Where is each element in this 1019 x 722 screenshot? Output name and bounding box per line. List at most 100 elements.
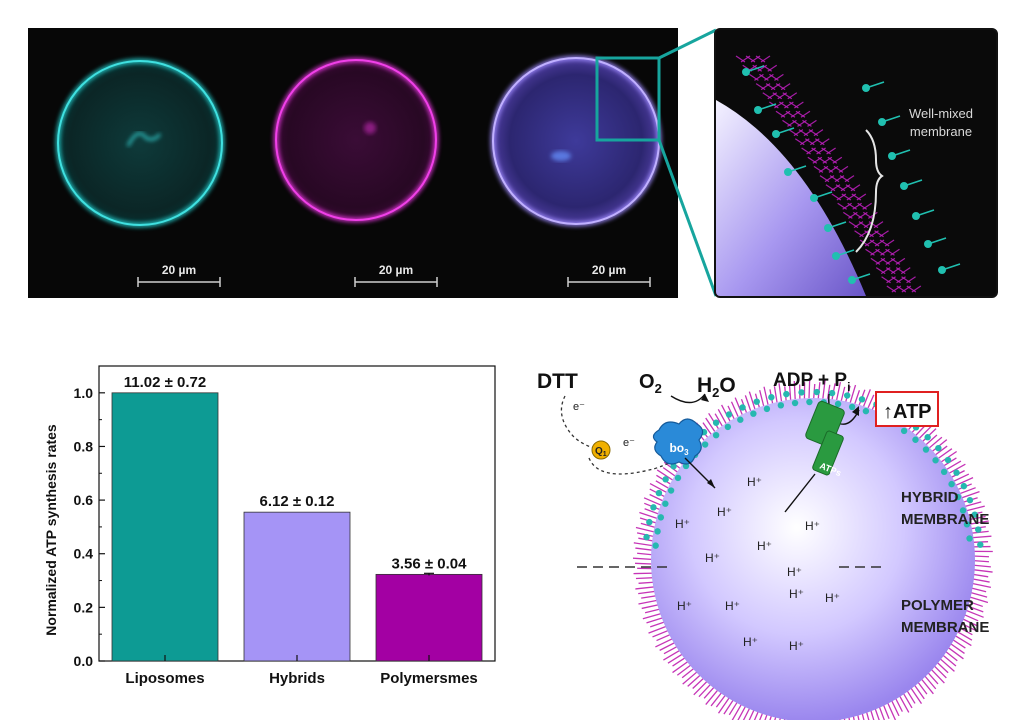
atp-arrowhead	[852, 406, 859, 416]
polymer-strand	[906, 285, 917, 293]
zoom-box	[595, 56, 661, 142]
lipid-head	[810, 194, 818, 202]
x-tick-label: Liposomes	[125, 670, 204, 687]
polymer-strand	[760, 83, 771, 91]
scale-label: 20 µm	[592, 263, 626, 277]
bo3-enzyme-icon: bo3	[652, 418, 704, 465]
electron-path-1	[560, 395, 602, 451]
polymer-strand	[848, 221, 859, 229]
micrograph-svg: 20 µm 20 µm 20 µm	[55, 55, 662, 287]
polymer-strand	[830, 184, 841, 192]
inset-label-2: membrane	[910, 124, 972, 139]
polymer-strand	[868, 211, 878, 219]
electron-label-2: e⁻	[623, 437, 635, 449]
polymer-strand	[787, 119, 797, 127]
lipid-bead	[768, 394, 775, 401]
polymer-strand	[886, 276, 896, 284]
polymer-strand	[775, 110, 786, 118]
lipid-bead	[763, 405, 771, 413]
polymer-strand	[862, 202, 872, 210]
polymer-strand	[836, 193, 847, 201]
polymer-strand	[850, 184, 861, 192]
polymer-strand	[811, 147, 821, 155]
polymer-strand	[821, 147, 831, 155]
chart-marks: 0.0 0.2 0.4 0.6 0.8 1.0 11.02 ± 0.72 Liposomes 6…	[74, 365, 496, 687]
polymer-strand	[879, 230, 889, 238]
polymer-strand	[832, 156, 843, 164]
polymer-strand	[865, 248, 875, 256]
polymer-strand	[869, 239, 880, 247]
data-label: 3.56 ± 0.04	[392, 555, 468, 572]
y-tick-label: 0.8	[74, 438, 94, 454]
polymer-strand	[847, 202, 857, 210]
polymer-strand	[806, 147, 816, 155]
lipid-head	[824, 224, 832, 232]
scale-bar-1: 20 µm	[137, 263, 221, 287]
polymer-strand	[875, 257, 886, 265]
polymer-strand	[784, 101, 794, 109]
polymer-strand	[825, 184, 836, 192]
y-tick-label: 1.0	[74, 385, 94, 401]
polymer-strand	[807, 119, 817, 127]
polymer-strand	[789, 101, 799, 109]
lipid-head	[742, 68, 750, 76]
lipid-bead	[777, 402, 785, 409]
y-tick-label: 0.6	[74, 492, 94, 508]
lipid-bead	[646, 518, 653, 526]
polymer-strand	[755, 83, 766, 91]
scale-bar-2: 20 µm	[354, 263, 438, 287]
lipid-bead	[977, 541, 984, 548]
polymer-strand	[880, 248, 890, 256]
polymer-strand	[760, 55, 771, 63]
polymer-strand	[843, 211, 853, 219]
polymer-strand	[880, 267, 891, 275]
micrograph-strip: 20 µm 20 µm 20 µm	[28, 28, 678, 298]
polymer-strand	[837, 202, 847, 210]
polymer-strand	[782, 119, 792, 127]
lipid-bead	[935, 444, 942, 452]
polymer-strand	[840, 184, 851, 192]
bar-hybrids	[243, 511, 351, 662]
lipid-head	[888, 152, 896, 160]
polymer-strand	[765, 83, 776, 91]
proton: H⁺	[805, 519, 820, 533]
polymer-strand	[782, 92, 793, 100]
polymer-strand	[896, 276, 906, 284]
polymer-strand	[900, 267, 911, 275]
lipid-bead	[948, 480, 955, 488]
bar-polymersmes	[375, 573, 483, 662]
lipid-bead	[750, 410, 757, 417]
polymer-strand	[858, 211, 868, 219]
lipid-bead	[843, 392, 851, 399]
lipid-bead	[657, 514, 665, 521]
polymer-strand	[769, 73, 779, 81]
proton: H⁺	[717, 505, 732, 519]
polymer-strand	[813, 165, 824, 173]
lipid-bead	[813, 388, 821, 396]
q1-label: Q1	[595, 446, 607, 458]
lipid-bead	[753, 398, 760, 405]
polymer-strand	[775, 83, 786, 91]
proton: H⁺	[787, 565, 802, 579]
inset-brace	[855, 129, 884, 253]
lipid-bead	[963, 521, 971, 528]
lipid-bead	[674, 474, 682, 482]
lipid-bead	[737, 416, 744, 423]
scale-bar-3: 20 µm	[567, 263, 651, 287]
polymer-strand	[794, 101, 804, 109]
polymer-strand	[896, 285, 907, 293]
lipid-bead	[944, 456, 952, 464]
lipid-head	[784, 168, 792, 176]
polymer-strand	[800, 110, 811, 118]
lipid-bead	[655, 489, 663, 497]
polymer-strand	[819, 138, 830, 146]
polymer-strand	[885, 267, 896, 275]
lipid-bead	[667, 487, 675, 494]
protons: H⁺ H⁺ H⁺ H⁺ H⁺ H⁺ H⁺ H⁺ H⁺ H⁺ H⁺ H⁺ H⁺	[675, 475, 840, 653]
polymer-strand	[774, 73, 784, 81]
polymer-strand	[827, 156, 838, 164]
lipid-bead	[712, 419, 720, 426]
lipid-bead	[900, 427, 908, 435]
polymer-strand	[780, 83, 791, 91]
polymer-strand	[891, 276, 901, 284]
